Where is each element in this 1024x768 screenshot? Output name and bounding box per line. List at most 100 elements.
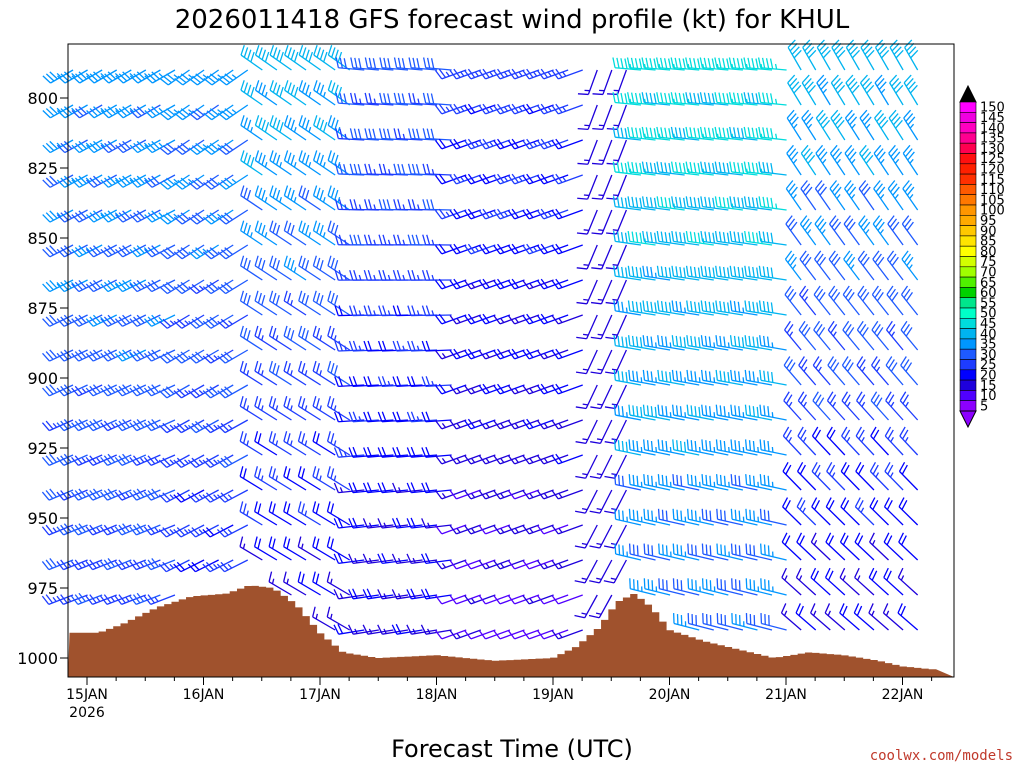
- wind-barb: [758, 92, 787, 106]
- barb-full: [722, 58, 726, 69]
- wind-barb: [71, 174, 103, 188]
- barb-full: [478, 315, 486, 325]
- barb-full: [453, 103, 461, 113]
- barb-staff: [874, 82, 890, 106]
- barb-full: [697, 232, 701, 244]
- barb-full: [617, 335, 620, 347]
- barb-full: [590, 301, 602, 305]
- barb-full: [511, 103, 519, 113]
- barb-full: [297, 536, 302, 547]
- barb-half: [658, 133, 661, 140]
- barb-staff: [717, 553, 744, 561]
- barb-half: [908, 264, 913, 270]
- wind-barb: [187, 489, 219, 503]
- barb-full: [493, 560, 501, 570]
- barb-full: [173, 528, 182, 538]
- barb-full: [426, 199, 431, 210]
- wind-barb: [522, 68, 554, 80]
- wind-barb: [760, 578, 787, 596]
- barb-full: [449, 315, 457, 325]
- barb-staff: [868, 577, 889, 596]
- barb-full: [387, 93, 391, 104]
- wind-barb: [216, 524, 249, 538]
- wind-barb: [656, 265, 685, 281]
- barb-staff: [136, 489, 161, 501]
- barb-full: [216, 563, 226, 573]
- barb-staff: [338, 489, 365, 494]
- barb-full: [49, 140, 58, 150]
- wind-barb: [100, 139, 132, 154]
- barb-full: [60, 73, 69, 82]
- barb-full: [575, 475, 586, 479]
- barb-half: [184, 424, 189, 430]
- barb-full: [822, 119, 831, 129]
- barb-staff: [702, 553, 729, 561]
- barb-full: [620, 232, 624, 243]
- wind-barb: [869, 461, 889, 491]
- barb-staff: [210, 209, 234, 225]
- barb-half: [582, 368, 589, 371]
- barb-full: [631, 231, 635, 243]
- barb-full: [118, 420, 127, 430]
- barb-full: [536, 630, 545, 640]
- barb-full: [438, 173, 447, 183]
- barb-staff: [283, 440, 307, 456]
- barb-full: [449, 560, 457, 570]
- barb-full: [478, 560, 486, 570]
- barb-staff: [760, 310, 787, 316]
- barb-staff: [381, 137, 408, 141]
- barb-staff: [585, 454, 598, 479]
- barb-staff: [687, 136, 714, 141]
- barb-full: [449, 175, 457, 185]
- wind-barb: [883, 497, 904, 526]
- barb-full: [411, 199, 416, 210]
- barb-staff: [558, 139, 583, 150]
- wind-barb: [507, 489, 540, 500]
- barb-full: [802, 183, 811, 193]
- barb-full: [395, 517, 402, 528]
- wind-barb: [856, 320, 875, 351]
- barb-full: [253, 536, 258, 547]
- barb-full: [895, 119, 903, 129]
- barb-full: [327, 395, 332, 407]
- wind-barb: [312, 185, 336, 211]
- colorbar-label: 5: [980, 399, 988, 414]
- barb-full: [697, 128, 701, 139]
- wind-barb: [685, 265, 714, 281]
- barb-full: [643, 474, 646, 485]
- barb-full: [216, 528, 226, 538]
- barb-staff: [717, 518, 744, 526]
- barb-half: [202, 248, 208, 253]
- barb-full: [668, 93, 672, 104]
- barb-staff: [470, 209, 496, 220]
- barb-full: [658, 578, 661, 589]
- wind-barb: [254, 255, 278, 281]
- terrain-surface: [68, 585, 954, 677]
- barb-half: [388, 169, 391, 175]
- barb-full: [576, 336, 587, 340]
- barb-staff: [746, 344, 773, 351]
- barb-half: [798, 575, 803, 581]
- barb-half: [582, 473, 588, 476]
- barb-full: [730, 369, 733, 381]
- barb-full: [661, 405, 664, 416]
- barb-full: [811, 497, 818, 508]
- barb-staff: [868, 612, 889, 631]
- barb-full: [671, 369, 675, 381]
- barb-full: [890, 183, 898, 193]
- barb-full: [147, 142, 157, 152]
- barb-staff: [313, 124, 336, 141]
- barb-full: [540, 313, 548, 323]
- colorbar-label: 10: [980, 389, 997, 404]
- barb-full: [873, 180, 881, 190]
- wind-barb: [536, 278, 569, 290]
- wind-barb: [872, 250, 890, 281]
- barb-full: [493, 245, 501, 255]
- wind-barb: [435, 349, 467, 360]
- barb-full: [685, 265, 689, 277]
- barb-full: [743, 161, 747, 173]
- barb-half: [330, 613, 333, 620]
- wind-barb: [701, 439, 729, 456]
- barb-full: [816, 218, 825, 228]
- barb-full: [42, 387, 50, 397]
